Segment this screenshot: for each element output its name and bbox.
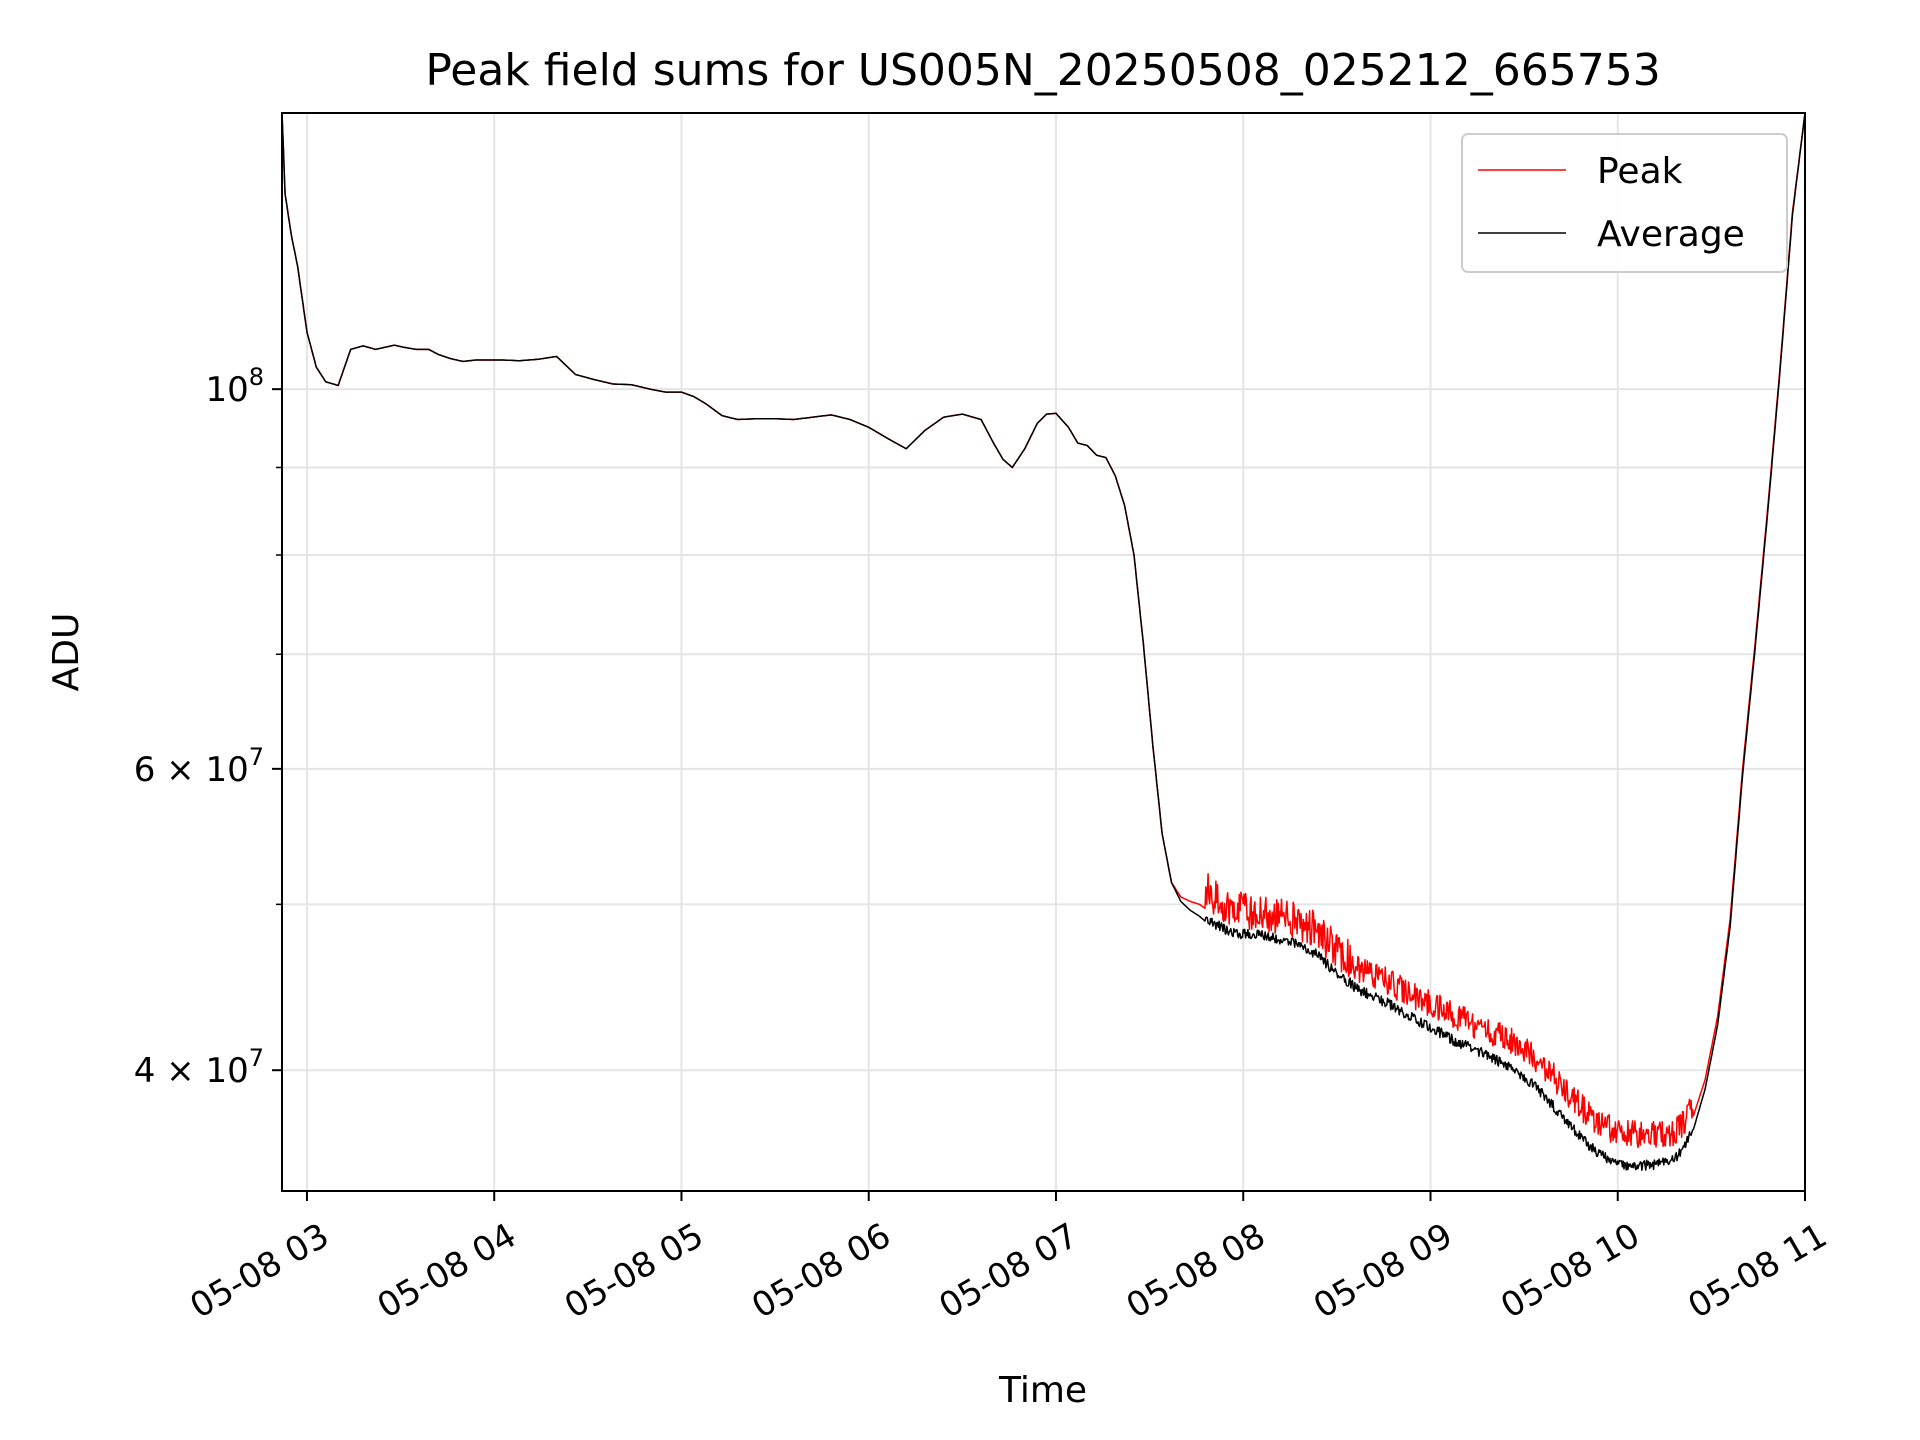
y-tick-label: 4 × 107 [134, 1044, 264, 1091]
y-tick-label: 108 [205, 363, 264, 410]
legend-box [1461, 133, 1788, 273]
plot-frame [281, 112, 1806, 1192]
legend-label-average: Average [1597, 214, 1745, 255]
y-tick-label-base: 4 × 10 [134, 1051, 249, 1091]
chart-title: Peak field sums for US005N_20250508_0252… [425, 45, 1660, 96]
series-layer [281, 112, 1806, 1172]
legend-label-peak: Peak [1597, 151, 1683, 192]
y-tick-label-base: 10 [205, 370, 248, 410]
y-tick-label-base: 6 × 10 [134, 750, 249, 790]
y-tick-label-exponent: 7 [249, 743, 264, 771]
y-tick-label-exponent: 8 [249, 363, 264, 391]
y-axis-label: ADU [46, 613, 87, 692]
series-line-average [281, 112, 1806, 1172]
y-tick-label: 6 × 107 [134, 743, 264, 790]
x-axis-label: Time [998, 1370, 1087, 1411]
legend: Peak Average [1461, 133, 1788, 273]
y-tick-label-exponent: 7 [249, 1044, 264, 1072]
